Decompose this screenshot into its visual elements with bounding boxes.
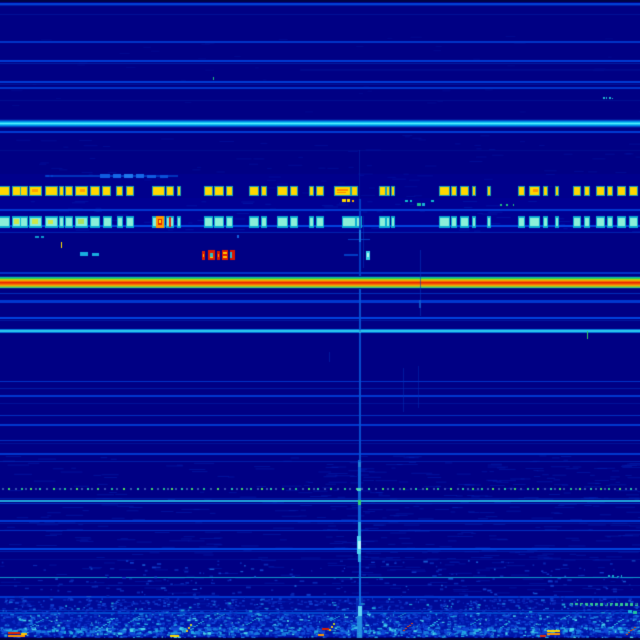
spectrogram-canvas xyxy=(0,0,640,640)
spectrogram-waterfall xyxy=(0,0,640,640)
